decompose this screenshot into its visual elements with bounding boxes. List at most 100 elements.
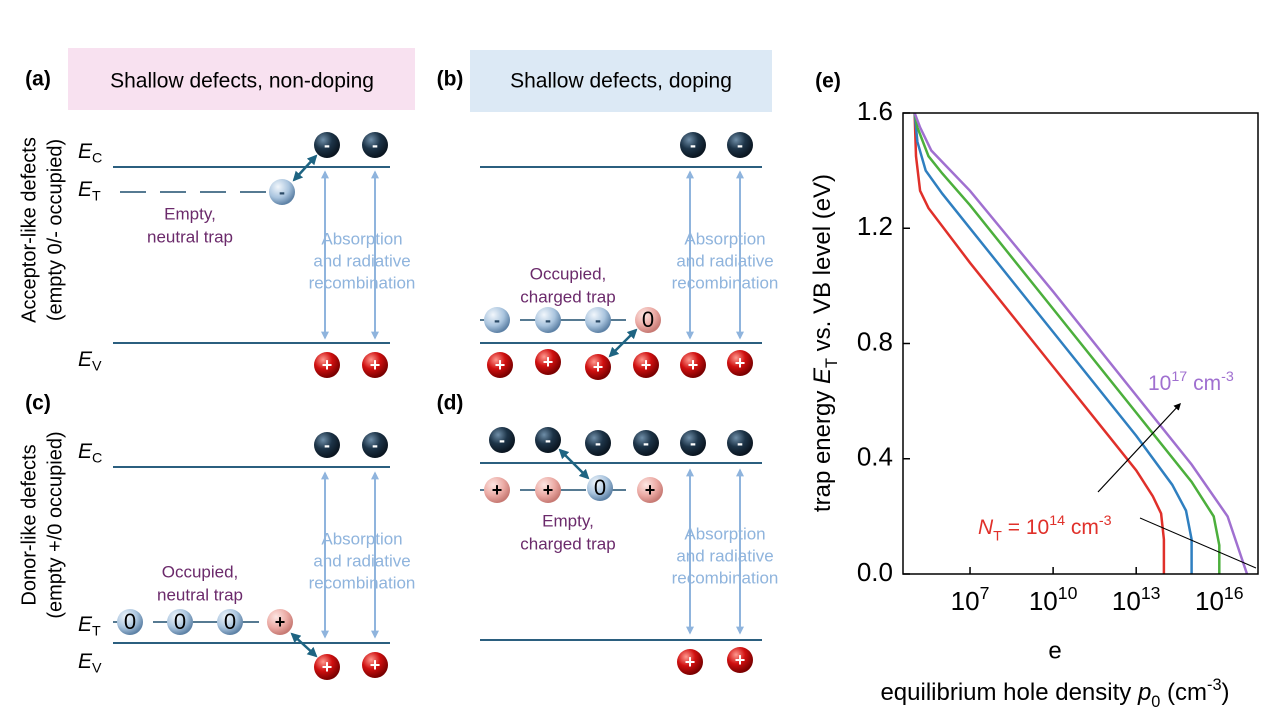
charge-sign: +	[492, 480, 503, 500]
absorption-text: recombination	[309, 573, 416, 592]
transfer-arrow	[558, 448, 590, 480]
y-tick-label: 0.8	[857, 326, 893, 356]
absorption-text: and radiative	[676, 251, 773, 270]
charge-sign: +	[593, 357, 604, 377]
hole	[314, 352, 340, 378]
hole	[362, 652, 388, 678]
absorption-text: and radiative	[313, 251, 410, 270]
header-box	[68, 48, 415, 110]
transfer-arrow	[290, 632, 318, 658]
text-part: 10	[1058, 583, 1078, 603]
charge-sign: +	[685, 652, 696, 672]
trap-text: charged trap	[520, 534, 615, 553]
text-part: V	[92, 660, 102, 676]
trap-occupied	[585, 307, 611, 333]
electron	[535, 427, 561, 453]
trap-text: neutral trap	[147, 227, 233, 246]
level-label: ET	[78, 613, 101, 640]
trap-charged	[484, 477, 510, 503]
absorption-text: recombination	[672, 273, 779, 292]
text-part: E	[78, 178, 93, 201]
row-label: (empty +/0 occupied)	[44, 431, 66, 618]
text-part: E	[78, 140, 93, 163]
hole	[362, 352, 388, 378]
text-part: 14	[1049, 513, 1065, 529]
charge-sign: -	[324, 435, 330, 455]
electron	[489, 427, 515, 453]
electron	[362, 432, 388, 458]
text-part: T	[823, 358, 841, 368]
electron	[680, 132, 706, 158]
text-part: vs. VB level (eV)	[809, 174, 836, 358]
trap-text: Occupied,	[162, 562, 239, 581]
transfer-arrow	[292, 154, 318, 182]
text-part: 10	[1148, 372, 1171, 395]
hole	[314, 654, 340, 680]
charge-sign: -	[595, 433, 601, 453]
trap-text: neutral trap	[157, 585, 243, 604]
charge-sign: +	[322, 657, 333, 677]
charge-sign: -	[545, 310, 551, 330]
curve	[913, 112, 1166, 574]
absorption-text: and radiative	[676, 546, 773, 565]
x-tick-label: 107	[951, 583, 990, 616]
text-part: T	[993, 528, 1002, 544]
electron	[585, 430, 611, 456]
charge-sign: -	[643, 433, 649, 453]
charge-sign: -	[737, 433, 743, 453]
text-part: T	[92, 188, 101, 204]
text-part: 0	[1151, 693, 1160, 711]
charge-sign: +	[645, 480, 656, 500]
trap-occupied	[269, 179, 295, 205]
header-box	[470, 50, 772, 112]
text-part: )	[1222, 679, 1230, 706]
text-part: V	[92, 358, 102, 374]
y-tick-label: 0.0	[857, 557, 893, 587]
panel-header: Shallow defects, non-doping	[110, 70, 374, 93]
electron	[727, 430, 753, 456]
text-part: trap energy	[809, 384, 836, 512]
charge-sign: -	[690, 135, 696, 155]
panel-label: (a)	[25, 68, 51, 91]
electron	[680, 430, 706, 456]
absorption-text: and radiative	[313, 551, 410, 570]
x-tick-label: 1010	[1029, 583, 1078, 616]
text-part: E	[809, 367, 836, 384]
hole	[633, 352, 659, 378]
text-part: -3	[1099, 513, 1112, 529]
hole	[487, 352, 513, 378]
charge-sign: +	[735, 650, 746, 670]
text-part: C	[92, 150, 102, 166]
text-part: E	[78, 650, 93, 673]
trap-text: Empty,	[542, 511, 594, 530]
charge-sign: +	[495, 355, 506, 375]
charge-sign: +	[641, 355, 652, 375]
text-part: -3	[1207, 676, 1222, 694]
absorption-text: recombination	[672, 568, 779, 587]
charge-sign: -	[690, 433, 696, 453]
hole	[680, 352, 706, 378]
charge-sign: 0	[224, 609, 236, 634]
trap-occupied	[484, 307, 510, 333]
charge-sign: -	[737, 135, 743, 155]
trap-neutral	[117, 609, 143, 635]
charge-sign: -	[372, 135, 378, 155]
text-part: cm	[1187, 372, 1221, 395]
charge-sign: +	[543, 352, 554, 372]
text-part: E	[78, 348, 93, 371]
trap-text: charged trap	[520, 287, 615, 306]
trap-charged	[637, 477, 663, 503]
charge-sign: 0	[124, 609, 136, 634]
level-label: EV	[78, 650, 102, 677]
electron	[362, 132, 388, 158]
y-tick-label: 1.6	[857, 96, 893, 126]
hole	[727, 647, 753, 673]
trap-occupied	[535, 307, 561, 333]
y-tick-label: 1.2	[857, 211, 893, 241]
text-part: 17	[1171, 369, 1187, 385]
text-part: 10	[951, 586, 980, 616]
x-tick-label: 1016	[1195, 583, 1244, 616]
x-axis-label: equilibrium hole density p0 (cm-3)	[880, 676, 1229, 711]
panel-header: Shallow defects, doping	[510, 70, 732, 93]
text-part: 10	[1195, 586, 1224, 616]
